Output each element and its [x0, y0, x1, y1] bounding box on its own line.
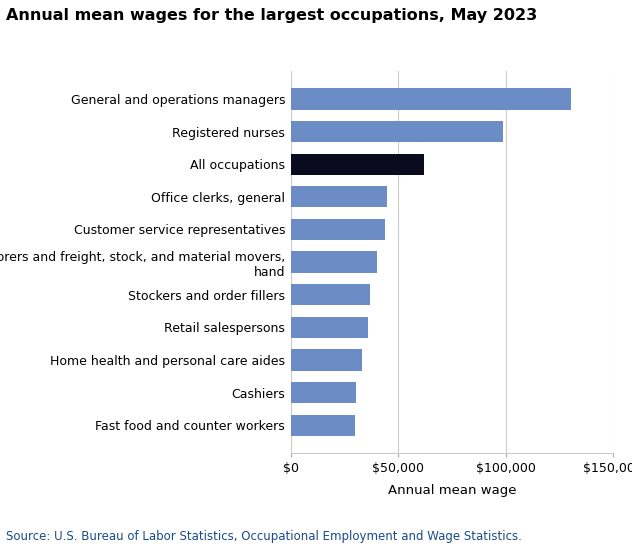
Bar [291, 153, 423, 175]
Text: Source: U.S. Bureau of Labor Statistics, Occupational Employment and Wage Statis: Source: U.S. Bureau of Labor Statistics,… [6, 530, 522, 543]
Bar [291, 121, 503, 142]
Bar [291, 252, 377, 272]
Bar [291, 382, 356, 403]
Bar [291, 284, 370, 305]
Bar [291, 349, 362, 371]
X-axis label: Annual mean wage: Annual mean wage [387, 484, 516, 496]
Text: Annual mean wages for the largest occupations, May 2023: Annual mean wages for the largest occupa… [6, 8, 538, 23]
Bar [291, 414, 355, 436]
Bar [291, 317, 368, 338]
Bar [291, 219, 386, 240]
Bar [291, 88, 571, 110]
Bar [291, 186, 387, 207]
